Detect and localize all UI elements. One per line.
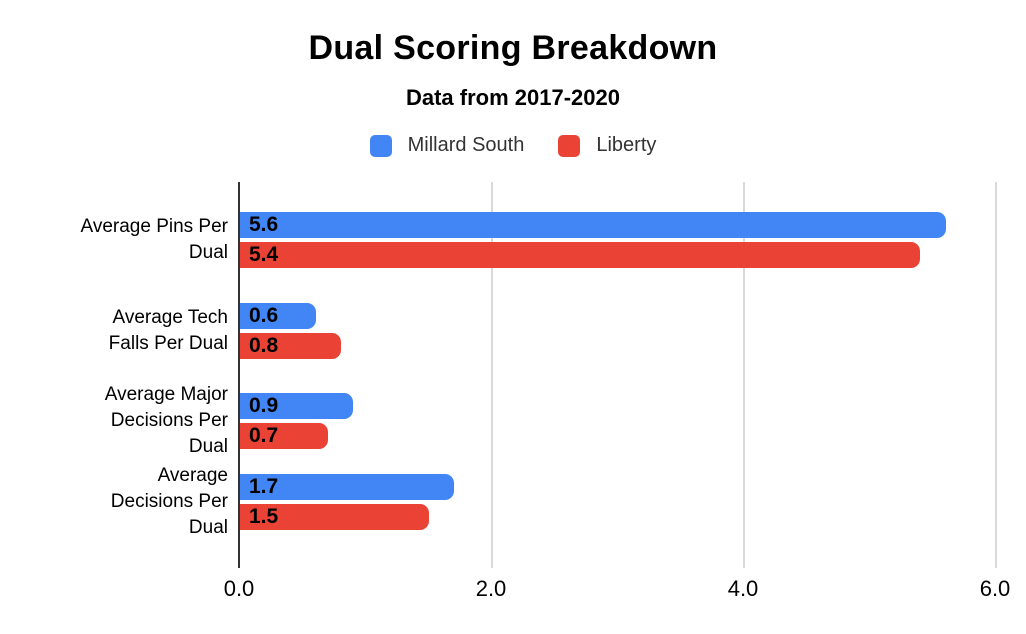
bar-millard-south-average-decisions-per-dual[interactable]: 1.7 bbox=[240, 474, 455, 500]
bar-value-label: 1.5 bbox=[249, 505, 279, 528]
bar-liberty-average-pins-per-dual[interactable]: 5.4 bbox=[240, 242, 921, 268]
bar-millard-south-average-major-decisions-per-dual[interactable]: 0.9 bbox=[240, 393, 354, 419]
category-label-average-major-decisions-per-dual: Average Major Decisions Per Dual bbox=[104, 384, 228, 457]
x-tick-label-4.0: 4.0 bbox=[727, 576, 759, 601]
bar-value-label: 0.6 bbox=[249, 304, 279, 327]
bar-liberty-average-decisions-per-dual[interactable]: 1.5 bbox=[240, 504, 429, 530]
legend-item-liberty[interactable]: Liberty bbox=[558, 134, 656, 157]
chart-title: Dual Scoring Breakdown bbox=[308, 29, 718, 67]
legend-item-millard-south[interactable]: Millard South bbox=[369, 134, 525, 157]
bar-value-label: 0.7 bbox=[249, 424, 279, 447]
legend-label-millard-south: Millard South bbox=[407, 134, 525, 156]
category-label-average-decisions-per-dual: Average Decisions Per Dual bbox=[110, 465, 228, 538]
plot-area: 5.6 5.4 0.6 0.8 0.9 0.7 1.7 1.5 bbox=[238, 182, 1012, 568]
category-label-average-tech-falls-per-dual: Average Tech Falls Per Dual bbox=[108, 307, 228, 354]
bar-value-label: 5.4 bbox=[249, 243, 279, 266]
bar-value-label: 5.6 bbox=[249, 213, 279, 236]
x-tick-label-2.0: 2.0 bbox=[475, 576, 507, 601]
bar-liberty-average-major-decisions-per-dual[interactable]: 0.7 bbox=[240, 423, 329, 449]
category-label-average-pins-per-dual: Average Pins Per Dual bbox=[80, 216, 228, 263]
legend-swatch-millard-south-icon bbox=[369, 134, 392, 157]
gridline-x-6.0 bbox=[995, 182, 997, 568]
bar-value-label: 0.8 bbox=[249, 334, 279, 357]
bar-millard-south-average-tech-falls-per-dual[interactable]: 0.6 bbox=[240, 303, 316, 329]
legend-label-liberty: Liberty bbox=[596, 134, 657, 156]
bar-millard-south-average-pins-per-dual[interactable]: 5.6 bbox=[240, 212, 946, 238]
x-tick-label-6.0: 6.0 bbox=[979, 576, 1011, 601]
gridline-x-4.0 bbox=[743, 182, 745, 568]
bar-liberty-average-tech-falls-per-dual[interactable]: 0.8 bbox=[240, 333, 341, 359]
x-tick-label-0.0: 0.0 bbox=[223, 576, 255, 601]
legend-swatch-liberty-icon bbox=[558, 134, 581, 157]
bar-value-label: 0.9 bbox=[249, 394, 279, 417]
chart-subtitle: Data from 2017-2020 bbox=[405, 85, 620, 110]
gridline-x-2.0 bbox=[491, 182, 493, 568]
bar-value-label: 1.7 bbox=[249, 475, 279, 498]
legend: Millard South Liberty bbox=[0, 134, 1026, 157]
